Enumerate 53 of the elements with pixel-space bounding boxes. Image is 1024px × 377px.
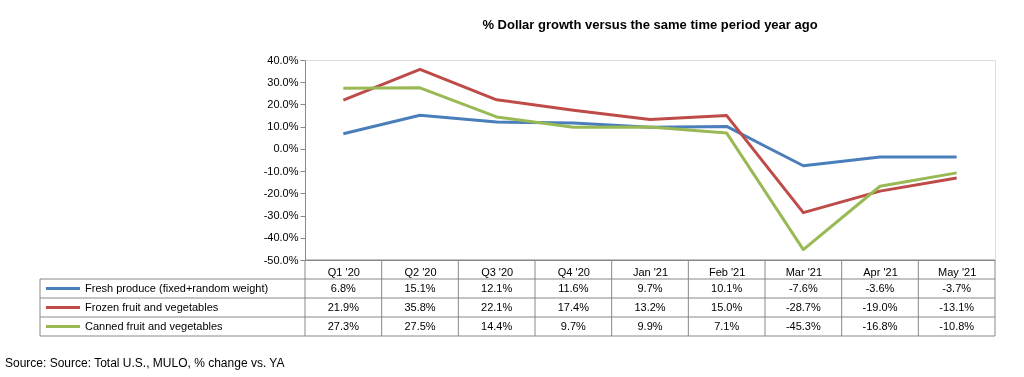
legend-label: Fresh produce (fixed+random weight)	[85, 281, 269, 294]
data-label: 10.1%	[711, 281, 743, 294]
data-label: 9.7%	[560, 319, 587, 332]
x-tick-label: Mar '21	[785, 265, 823, 278]
x-tick-label: Q2 '20	[404, 265, 437, 278]
data-label: -19.0%	[862, 300, 898, 313]
data-label: 27.5%	[404, 319, 436, 332]
data-label: 12.1%	[481, 281, 513, 294]
data-label: 22.1%	[481, 300, 513, 313]
x-tick-label: Q4 '20	[557, 265, 590, 278]
data-label: 27.3%	[327, 319, 360, 332]
data-label: 15.1%	[404, 281, 436, 294]
y-tick-label: -10.0%	[263, 164, 299, 177]
x-tick-label: Feb '21	[708, 265, 746, 278]
line-series	[341, 67, 959, 215]
x-tick-label: Q3 '20	[481, 265, 514, 278]
line-series	[341, 86, 959, 252]
y-tick-label: 10.0%	[267, 120, 299, 133]
data-label: 9.7%	[637, 281, 663, 294]
chart-title: % Dollar growth versus the same time period year ago	[482, 17, 818, 32]
source-note: Source: Source: Total U.S., MULO, % change vs. YA	[5, 356, 285, 370]
data-label: -10.8%	[939, 319, 975, 332]
x-tick-label: Q1 '20	[327, 265, 360, 278]
legend-label: Frozen fruit and vegetables	[85, 300, 219, 313]
data-label: -28.7%	[785, 300, 821, 313]
y-tick-label: 20.0%	[267, 97, 299, 110]
legend-label: Canned fruit and vegetables	[85, 319, 224, 332]
data-label: -7.6%	[788, 281, 818, 294]
data-label: 17.4%	[557, 300, 590, 313]
y-tick-label: -40.0%	[263, 231, 299, 244]
data-label: -3.7%	[942, 281, 972, 294]
y-tick-label: -20.0%	[263, 186, 299, 199]
data-label: -13.1%	[939, 300, 975, 313]
data-label: 14.4%	[481, 319, 513, 332]
data-label: 35.8%	[404, 300, 436, 313]
data-label: -45.3%	[785, 319, 821, 332]
data-label: 7.1%	[714, 319, 740, 332]
data-label: 9.9%	[637, 319, 663, 332]
y-tick-label: 40.0%	[267, 53, 299, 66]
y-tick-label: -50.0%	[263, 253, 299, 266]
y-tick-label: 30.0%	[267, 75, 299, 88]
data-label: 6.8%	[330, 281, 357, 294]
x-tick-label: Jan '21	[632, 265, 669, 278]
x-tick-label: May '21	[938, 265, 977, 278]
data-label: 13.2%	[634, 300, 666, 313]
data-label: -16.8%	[862, 319, 898, 332]
y-tick-label: 0.0%	[273, 142, 299, 155]
data-label: 21.9%	[327, 300, 360, 313]
data-label: 11.6%	[558, 281, 589, 294]
x-tick-label: Apr '21	[863, 265, 898, 278]
data-label: 15.0%	[711, 300, 743, 313]
y-tick-label: -30.0%	[263, 209, 299, 222]
data-label: -3.6%	[865, 281, 895, 294]
